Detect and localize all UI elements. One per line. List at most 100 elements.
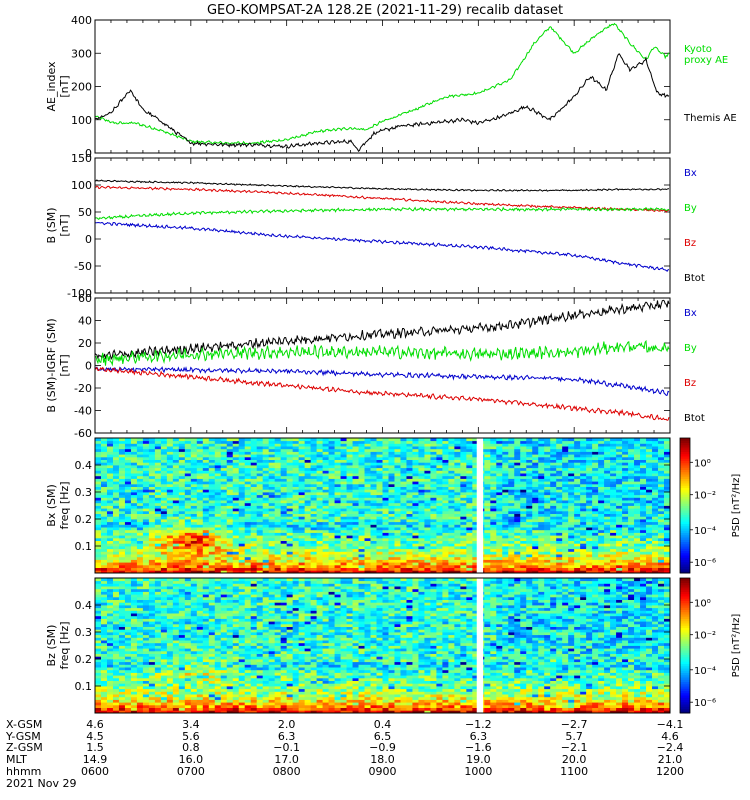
- bzspec-y-tick-label: 0.1: [75, 680, 93, 693]
- bgsm-series-btot: [95, 179, 669, 192]
- ae-legend-label: Kyoto: [684, 44, 712, 55]
- bgsm-series-bz: [95, 221, 670, 272]
- bigrf-y-tick-label: 20: [78, 337, 92, 350]
- ephemeris-value: 0900: [369, 765, 397, 778]
- ephemeris-value: 1200: [656, 765, 684, 778]
- bxspec-colorbar-tick: 10⁻²: [694, 491, 716, 502]
- ae-y-tick-label: 100: [71, 114, 92, 127]
- ae-legend-label: proxy AE: [684, 55, 728, 66]
- bgsm-series-bx: [95, 185, 670, 213]
- ephemeris-value: 16.0: [179, 753, 204, 766]
- bigrf-y-label: B (SM)-IGRF (SM): [45, 318, 58, 412]
- bigrf-legend-label: Bz: [684, 378, 696, 389]
- ephemeris-value: 0.8: [182, 741, 200, 754]
- ephemeris-value: 18.0: [370, 753, 395, 766]
- ephemeris-value: 5.7: [565, 730, 583, 743]
- bx-spectrogram-panel: Bx (SM) freq [Hz]0.10.20.30.4 10⁰10⁻²10⁻⁴1…: [45, 437, 742, 574]
- bgsm-y-tick-label: 50: [78, 206, 92, 219]
- ae-y-tick-label: 200: [71, 81, 92, 94]
- ephemeris-row-label: Z-GSM: [6, 741, 43, 754]
- ephemeris-row-label: Y-GSM: [5, 730, 41, 743]
- b-igrf-panel: B (SM)-IGRF (SM) [nT] -60 -40 -20 0 20 40 60 Bx By…: [45, 292, 705, 440]
- ephemeris-value: −2.7: [561, 718, 588, 731]
- bzspec-colorbar-label: PSD [nT²/Hz]: [731, 614, 742, 678]
- ae-series-themis-ae: [95, 53, 670, 152]
- bxspec-y-tick-label: 0.1: [75, 540, 93, 553]
- ephemeris-value: 19.0: [466, 753, 491, 766]
- ephemeris-value: −1.2: [465, 718, 492, 731]
- bzspec-colorbar-tick: 10⁻⁴: [694, 666, 716, 677]
- ae-series-kyoto-proxy-ae: [95, 22, 670, 145]
- bxspec-colorbar-tick: 10⁻⁴: [694, 526, 716, 537]
- bxspec-colorbar: 10⁰ 10⁻² 10⁻⁴ 10⁻⁶ PSD [nT²/Hz]: [679, 437, 742, 574]
- bzspec-cells: [95, 578, 671, 714]
- ephemeris-value: 0600: [81, 765, 109, 778]
- bgsm-y-tick-label: 100: [71, 179, 92, 192]
- ephemeris-table: X-GSMY-GSMZ-GSMMLThhmm4.64.51.514.906003…: [5, 718, 684, 790]
- ae-y-label: AE_index: [45, 61, 58, 112]
- bigrf-series-by: [95, 339, 670, 367]
- ephemeris-value: 4.6: [661, 730, 679, 743]
- ephemeris-value: 14.9: [83, 753, 108, 766]
- bzspec-data-gap: [476, 578, 484, 713]
- ephemeris-value: 1.5: [86, 741, 104, 754]
- bigrf-y-tick-label: -20: [74, 382, 92, 395]
- bigrf-legend-label: Bx: [684, 308, 697, 319]
- bigrf-legend-label: By: [684, 343, 697, 354]
- bgsm-y-tick-label: 0: [85, 233, 92, 246]
- bgsm-y-tick-label: 150: [71, 152, 92, 165]
- ephemeris-value: −2.4: [657, 741, 684, 754]
- ephemeris-value: 0700: [177, 765, 205, 778]
- ephemeris-value: −4.1: [657, 718, 684, 731]
- bzspec-colorbar: 10⁰ 10⁻² 10⁻⁴ 10⁻⁶ PSD [nT²/Hz]: [679, 577, 742, 714]
- bxspec-y-unit: freq [Hz]: [58, 481, 71, 529]
- bzspec-y-tick-label: 0.4: [75, 599, 93, 612]
- bigrf-series-btot: [95, 299, 670, 361]
- bgsm-series-by: [95, 206, 670, 220]
- ephemeris-value: −0.1: [273, 741, 300, 754]
- ephemeris-value: 6.5: [374, 730, 392, 743]
- bigrf-y-tick-label: 60: [78, 292, 92, 305]
- bgsm-legend-label: By: [684, 203, 697, 214]
- bigrf-legend-label: Btot: [684, 413, 705, 424]
- bxspec-y-tick-label: 0.2: [75, 513, 93, 526]
- bxspec-data-gap: [476, 438, 484, 573]
- bxspec-cells: [95, 438, 671, 574]
- bxspec-y-label: Bx (SM): [45, 484, 58, 527]
- bigrf-series-bz: [95, 366, 670, 396]
- ephemeris-row-label: X-GSM: [6, 718, 42, 731]
- bgsm-y-unit: [nT]: [58, 214, 71, 236]
- chart-title: GEO-KOMPSAT-2A 128.2E (2021-11-29) recal…: [207, 3, 563, 18]
- bxspec-colorbar-tick: 10⁰: [694, 458, 711, 469]
- bxspec-colorbar-label: PSD [nT²/Hz]: [731, 474, 742, 538]
- bzspec-colorbar-tick: 10⁻⁶: [694, 698, 716, 709]
- bzspec-y-tick-label: 0.3: [75, 626, 93, 639]
- ephemeris-value: 2.0: [278, 718, 296, 731]
- ephemeris-row-label: hhmm: [6, 765, 41, 778]
- bigrf-y-tick-label: 0: [85, 360, 92, 373]
- bgsm-y-tick-label: -100: [67, 287, 92, 300]
- ephemeris-date: 2021 Nov 29: [6, 777, 76, 790]
- bzspec-y-label: Bz (SM): [45, 625, 58, 667]
- bgsm-y-tick-label: -50: [74, 260, 92, 273]
- bxspec-colorbar-tick: 10⁻⁶: [694, 558, 716, 569]
- bxspec-y-tick-label: 0.3: [75, 486, 93, 499]
- ephemeris-value: 0800: [273, 765, 301, 778]
- bigrf-y-unit: [nT]: [58, 354, 71, 376]
- ae-y-tick-label: 300: [71, 47, 92, 60]
- ephemeris-value: 5.6: [182, 730, 200, 743]
- bgsm-legend-label: Bx: [684, 168, 697, 179]
- bgsm-y-label: B (SM): [45, 207, 58, 243]
- ephemeris-value: 1000: [464, 765, 492, 778]
- ephemeris-value: 21.0: [658, 753, 683, 766]
- bgsm-legend-label: Bz: [684, 238, 696, 249]
- bigrf-y-tick-label: -40: [74, 405, 92, 418]
- bgsm-legend-label: Btot: [684, 273, 705, 284]
- bigrf-y-tick-label: 40: [78, 315, 92, 328]
- bzspec-y-tick-label: 0.2: [75, 653, 93, 666]
- ephemeris-row-label: MLT: [6, 753, 27, 766]
- ephemeris-value: 4.5: [86, 730, 104, 743]
- ae-y-unit: [nT]: [58, 75, 71, 97]
